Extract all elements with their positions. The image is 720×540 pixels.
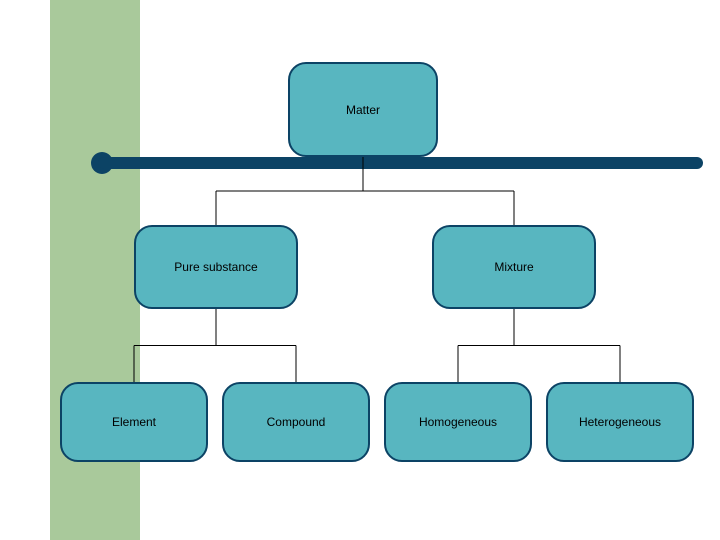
node-heterogeneous: Heterogeneous bbox=[546, 382, 694, 462]
node-compound: Compound bbox=[222, 382, 370, 462]
node-element: Element bbox=[60, 382, 208, 462]
node-pure: Pure substance bbox=[134, 225, 298, 309]
node-homogeneous: Homogeneous bbox=[384, 382, 532, 462]
node-matter: Matter bbox=[288, 62, 438, 157]
horizontal-accent-bar bbox=[98, 157, 703, 169]
node-mixture: Mixture bbox=[432, 225, 596, 309]
